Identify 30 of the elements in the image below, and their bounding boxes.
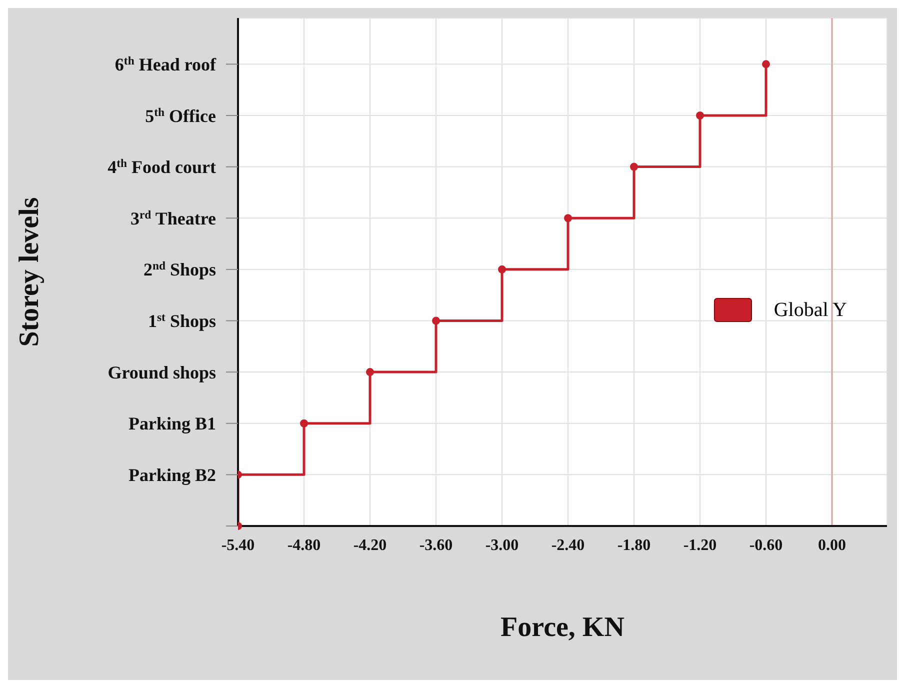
x-tick-label: -2.40	[551, 537, 585, 554]
y-tick-label: 3$^{rd}$ Theatre	[130, 208, 216, 228]
y-tick-label: Parking B1	[128, 414, 216, 434]
x-axis-title: Force, KN	[500, 612, 624, 643]
x-tick-label: -1.20	[683, 537, 717, 554]
point	[696, 111, 704, 120]
point	[564, 214, 572, 222]
legend-label: Global Y	[774, 298, 847, 322]
x-tick-label: -0.60	[749, 537, 783, 554]
point	[762, 60, 770, 68]
y-tick-label: 4$^{th}$ Food court	[108, 156, 216, 178]
y-tick-label: Ground shops	[108, 362, 216, 382]
x-tick-label: -4.20	[353, 537, 387, 554]
point	[366, 368, 374, 376]
x-tick-label: -5.40	[221, 537, 255, 554]
y-tick-label: 1$^{st}$ Shops	[148, 310, 216, 332]
y-tick-label: 5$^{th}$ Office	[145, 105, 216, 126]
point	[630, 162, 638, 171]
y-tick-label: 6$^{th}$ Head roof	[114, 54, 217, 74]
x-tick-label: -3.60	[419, 537, 453, 554]
x-tick-label: -4.80	[287, 537, 321, 554]
point	[300, 419, 308, 428]
y-tick-label: Parking B2	[128, 464, 216, 485]
x-tick-label: 0.00	[818, 537, 846, 554]
y-axis-title: Storey levels	[14, 197, 45, 347]
point	[432, 316, 440, 325]
x-tick-label: -3.00	[485, 537, 519, 554]
point	[498, 265, 506, 274]
y-tick-label: 2$^{nd}$ Shops	[143, 259, 216, 280]
x-tick-label: -1.80	[617, 537, 651, 554]
